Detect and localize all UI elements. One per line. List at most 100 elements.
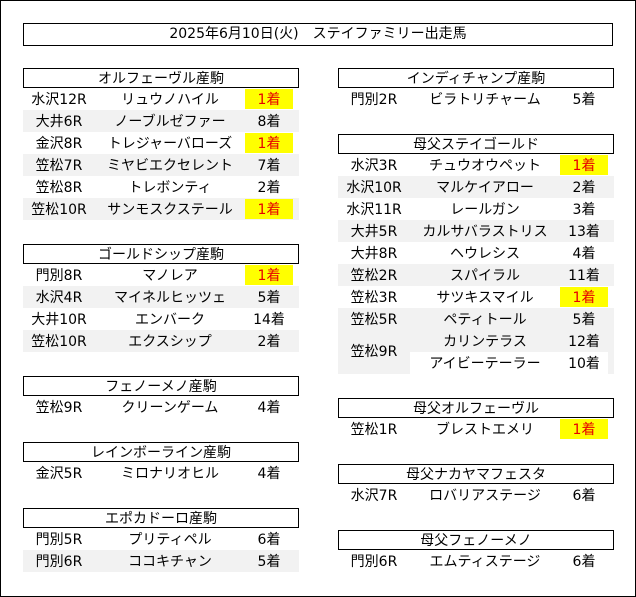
- race-subrow: カリンテラス 12着: [410, 330, 608, 352]
- horse-name: トレジャーバローズ: [107, 136, 233, 152]
- race-venue: 笠松9R: [35, 400, 83, 416]
- race-venue: 門別5R: [35, 532, 83, 548]
- horse-name: リュウノハイル: [121, 92, 219, 108]
- race-row: 水沢10R マルケイアロー 2着: [338, 176, 614, 198]
- block-dam-phenomeno: 母父フェノーメノ 門別6R エムティステージ 6着: [338, 530, 614, 572]
- race-venue: 門別2R: [350, 92, 398, 108]
- horse-name: サツキスマイル: [436, 290, 534, 306]
- block-header: フェノーメノ産駒: [23, 376, 299, 396]
- race-row: 笠松2R スパイラル 11着: [338, 264, 614, 286]
- horse-name: ヘウレシス: [450, 246, 520, 262]
- race-venue: 笠松5R: [350, 312, 398, 328]
- win-badge: 1着: [245, 133, 293, 153]
- race-row: 笠松1R ブレストエメリ 1着: [338, 418, 614, 440]
- race-result: 10着: [568, 356, 600, 372]
- race-result: 13着: [568, 224, 600, 240]
- race-row: 門別6R エムティステージ 6着: [338, 550, 614, 572]
- race-venue: 水沢7R: [350, 488, 398, 504]
- race-result: 2着: [257, 334, 281, 350]
- block-header: レインボーライン産駒: [23, 442, 299, 462]
- race-row: 金沢5R ミロナリオヒル 4着: [23, 462, 299, 484]
- horse-name: チュウオウペット: [429, 158, 541, 174]
- block-header: インディチャンプ産駒: [338, 68, 614, 88]
- horse-name: カルサバラストリス: [422, 224, 548, 240]
- race-row: 金沢8R トレジャーバローズ 1着: [23, 132, 299, 154]
- horse-name: アイビーテーラー: [429, 356, 541, 372]
- race-row: 水沢4R マイネルヒッツェ 5着: [23, 286, 299, 308]
- race-row: 笠松10R エクスシップ 2着: [23, 330, 299, 352]
- horse-name: マイネルヒッツェ: [114, 290, 226, 306]
- block-rainbowline: レインボーライン産駒金沢5R ミロナリオヒル 4着: [23, 442, 299, 484]
- race-venue: 笠松10R: [31, 202, 87, 218]
- race-result: 8着: [257, 114, 281, 130]
- race-venue: 水沢3R: [350, 158, 398, 174]
- race-result: 12着: [568, 334, 600, 350]
- race-row: 水沢12R リュウノハイル 1着: [23, 88, 299, 110]
- horse-name: カリンテラス: [443, 334, 527, 350]
- horse-name: クリーンゲーム: [121, 400, 219, 416]
- race-result: 4着: [257, 400, 281, 416]
- race-result: 5着: [257, 554, 281, 570]
- race-venue: 金沢8R: [35, 136, 83, 152]
- block-goldship: ゴールドシップ産駒 門別8R マノレア 1着 水沢4R マイネルヒッツェ 5着 大井10R エン…: [23, 244, 299, 352]
- race-venue: 門別6R: [35, 554, 83, 570]
- block-dam-orfevre: 母父オルフェーヴル 笠松1R ブレストエメリ 1着: [338, 398, 614, 440]
- race-venue: 笠松3R: [350, 290, 398, 306]
- race-venue: 笠松10R: [31, 334, 87, 350]
- race-row: 笠松5R ペティトール 5着: [338, 308, 614, 330]
- race-row: 門別8R マノレア 1着: [23, 264, 299, 286]
- horse-name: エクスシップ: [128, 334, 212, 350]
- race-venue: 水沢12R: [31, 92, 87, 108]
- race-row: 門別2R ビラトリチャーム 5着: [338, 88, 614, 110]
- race-row: 水沢11R レールガン 3着: [338, 198, 614, 220]
- horse-name: ロバリアステージ: [429, 488, 541, 504]
- race-row: 大井6R ノーブルゼファー 8着: [23, 110, 299, 132]
- race-venue: 門別8R: [35, 268, 83, 284]
- horse-name: エムティステージ: [429, 554, 541, 570]
- race-venue: 大井10R: [31, 312, 87, 328]
- win-badge: 1着: [245, 89, 293, 109]
- race-venue: 水沢4R: [35, 290, 83, 306]
- race-venue: 笠松2R: [350, 268, 398, 284]
- race-result: 7着: [257, 158, 281, 174]
- block-dam-stay-gold: 母父ステイゴールド 水沢3R チュウオウペット 1着 水沢10R マルケイアロー 2着 水沢1…: [338, 134, 614, 374]
- race-result: 3着: [572, 202, 596, 218]
- race-row: 笠松7R ミヤビエクセレント 7着: [23, 154, 299, 176]
- race-row: 笠松3R サツキスマイル 1着: [338, 286, 614, 308]
- horse-name: エンバーク: [135, 312, 205, 328]
- horse-name: ノーブルゼファー: [114, 114, 226, 130]
- race-result: 2着: [572, 180, 596, 196]
- horse-name: ビラトリチャーム: [429, 92, 541, 108]
- race-row: 笠松10R サンモスクステール 1着: [23, 198, 299, 220]
- race-row: 大井10R エンバーク 14着: [23, 308, 299, 330]
- block-header: 母父オルフェーヴル: [338, 398, 614, 418]
- race-result: 4着: [257, 466, 281, 482]
- race-result: 2着: [257, 180, 281, 196]
- block-orfevre: オルフェーヴル産駒 水沢12R リュウノハイル 1着 大井6R ノーブルゼファー 8着 金沢8…: [23, 68, 299, 220]
- race-result: 5着: [257, 290, 281, 306]
- race-row: 笠松9R クリーンゲーム 4着: [23, 396, 299, 418]
- win-badge: 1着: [245, 265, 293, 285]
- race-result: 6着: [572, 554, 596, 570]
- race-row: 水沢3R チュウオウペット 1着: [338, 154, 614, 176]
- race-venue: 金沢5R: [35, 466, 83, 482]
- race-result: 5着: [572, 312, 596, 328]
- horse-name: ミロナリオヒル: [121, 466, 219, 482]
- race-row-merged: 笠松9R カリンテラス 12着アイビーテーラー 10着: [338, 330, 614, 374]
- win-badge: 1着: [245, 199, 293, 219]
- horse-name: トレボンティ: [128, 180, 212, 196]
- race-venue: 門別6R: [350, 554, 398, 570]
- race-subrow: アイビーテーラー 10着: [410, 352, 608, 374]
- page-title: 2025年6月10日(火) ステイファミリー出走馬: [23, 23, 613, 46]
- race-venue: 大井5R: [350, 224, 398, 240]
- race-result: 6着: [257, 532, 281, 548]
- race-row: 門別5R プリティペル 6着: [23, 528, 299, 550]
- horse-name: ペティトール: [443, 312, 527, 328]
- win-badge: 1着: [560, 419, 608, 439]
- race-venue: 笠松9R: [350, 344, 398, 360]
- race-result: 14着: [253, 312, 285, 328]
- race-result: 5着: [572, 92, 596, 108]
- block-header: エポカドーロ産駒: [23, 508, 299, 528]
- block-header: 母父ナカヤマフェスタ: [338, 464, 614, 484]
- race-row: 大井8R ヘウレシス 4着: [338, 242, 614, 264]
